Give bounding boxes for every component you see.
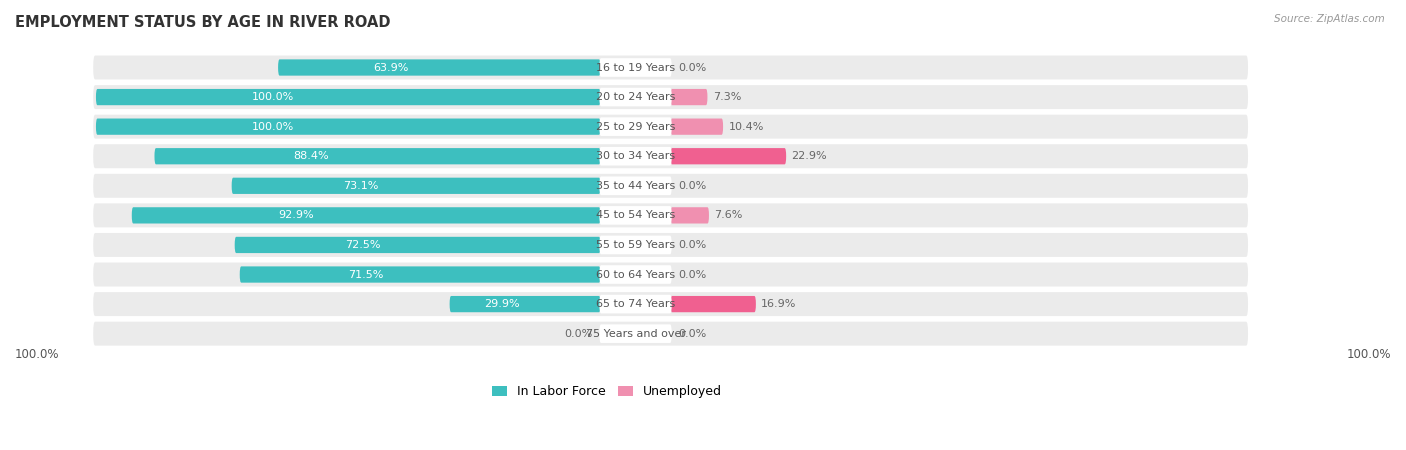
Text: 92.9%: 92.9% — [278, 211, 314, 220]
Text: 73.1%: 73.1% — [343, 181, 378, 191]
FancyBboxPatch shape — [93, 262, 1249, 287]
FancyBboxPatch shape — [450, 296, 600, 312]
FancyBboxPatch shape — [671, 118, 723, 135]
Text: 7.3%: 7.3% — [713, 92, 741, 102]
FancyBboxPatch shape — [232, 178, 600, 194]
Text: 55 to 59 Years: 55 to 59 Years — [596, 240, 675, 250]
Text: 60 to 64 Years: 60 to 64 Years — [596, 270, 675, 279]
Text: 100.0%: 100.0% — [15, 348, 59, 361]
Text: 29.9%: 29.9% — [485, 299, 520, 309]
Text: 16 to 19 Years: 16 to 19 Years — [596, 63, 675, 72]
Legend: In Labor Force, Unemployed: In Labor Force, Unemployed — [486, 380, 727, 404]
Text: 0.0%: 0.0% — [564, 328, 592, 339]
Text: 72.5%: 72.5% — [344, 240, 381, 250]
FancyBboxPatch shape — [599, 147, 672, 166]
FancyBboxPatch shape — [96, 89, 600, 105]
Text: 0.0%: 0.0% — [679, 63, 707, 72]
FancyBboxPatch shape — [93, 144, 1249, 168]
FancyBboxPatch shape — [96, 118, 600, 135]
FancyBboxPatch shape — [671, 148, 786, 164]
Text: 75 Years and over: 75 Years and over — [585, 328, 686, 339]
Text: 45 to 54 Years: 45 to 54 Years — [596, 211, 675, 220]
FancyBboxPatch shape — [599, 206, 672, 225]
Text: 0.0%: 0.0% — [679, 181, 707, 191]
FancyBboxPatch shape — [599, 176, 672, 195]
FancyBboxPatch shape — [671, 296, 756, 312]
FancyBboxPatch shape — [93, 115, 1249, 139]
Text: 0.0%: 0.0% — [679, 240, 707, 250]
Text: 22.9%: 22.9% — [792, 151, 827, 161]
Text: Source: ZipAtlas.com: Source: ZipAtlas.com — [1274, 14, 1385, 23]
FancyBboxPatch shape — [93, 203, 1249, 227]
FancyBboxPatch shape — [93, 292, 1249, 316]
FancyBboxPatch shape — [671, 207, 709, 224]
FancyBboxPatch shape — [155, 148, 600, 164]
Text: 16.9%: 16.9% — [761, 299, 797, 309]
Text: 100.0%: 100.0% — [1347, 348, 1391, 361]
FancyBboxPatch shape — [93, 55, 1249, 80]
Text: 7.6%: 7.6% — [714, 211, 742, 220]
Text: EMPLOYMENT STATUS BY AGE IN RIVER ROAD: EMPLOYMENT STATUS BY AGE IN RIVER ROAD — [15, 15, 391, 30]
FancyBboxPatch shape — [240, 266, 600, 283]
FancyBboxPatch shape — [599, 88, 672, 106]
Text: 100.0%: 100.0% — [252, 92, 294, 102]
Text: 100.0%: 100.0% — [252, 122, 294, 132]
Text: 0.0%: 0.0% — [679, 270, 707, 279]
FancyBboxPatch shape — [93, 233, 1249, 257]
Text: 10.4%: 10.4% — [728, 122, 763, 132]
FancyBboxPatch shape — [599, 295, 672, 313]
Text: 88.4%: 88.4% — [292, 151, 329, 161]
Text: 30 to 34 Years: 30 to 34 Years — [596, 151, 675, 161]
FancyBboxPatch shape — [599, 265, 672, 284]
FancyBboxPatch shape — [93, 174, 1249, 198]
FancyBboxPatch shape — [599, 236, 672, 254]
FancyBboxPatch shape — [599, 58, 672, 77]
Text: 0.0%: 0.0% — [679, 328, 707, 339]
FancyBboxPatch shape — [599, 117, 672, 136]
FancyBboxPatch shape — [599, 324, 672, 343]
FancyBboxPatch shape — [93, 85, 1249, 109]
FancyBboxPatch shape — [671, 89, 707, 105]
FancyBboxPatch shape — [132, 207, 600, 224]
Text: 35 to 44 Years: 35 to 44 Years — [596, 181, 675, 191]
FancyBboxPatch shape — [278, 59, 600, 76]
Text: 71.5%: 71.5% — [349, 270, 384, 279]
FancyBboxPatch shape — [93, 322, 1249, 346]
Text: 25 to 29 Years: 25 to 29 Years — [596, 122, 675, 132]
Text: 63.9%: 63.9% — [373, 63, 409, 72]
Text: 20 to 24 Years: 20 to 24 Years — [596, 92, 675, 102]
Text: 65 to 74 Years: 65 to 74 Years — [596, 299, 675, 309]
FancyBboxPatch shape — [235, 237, 600, 253]
